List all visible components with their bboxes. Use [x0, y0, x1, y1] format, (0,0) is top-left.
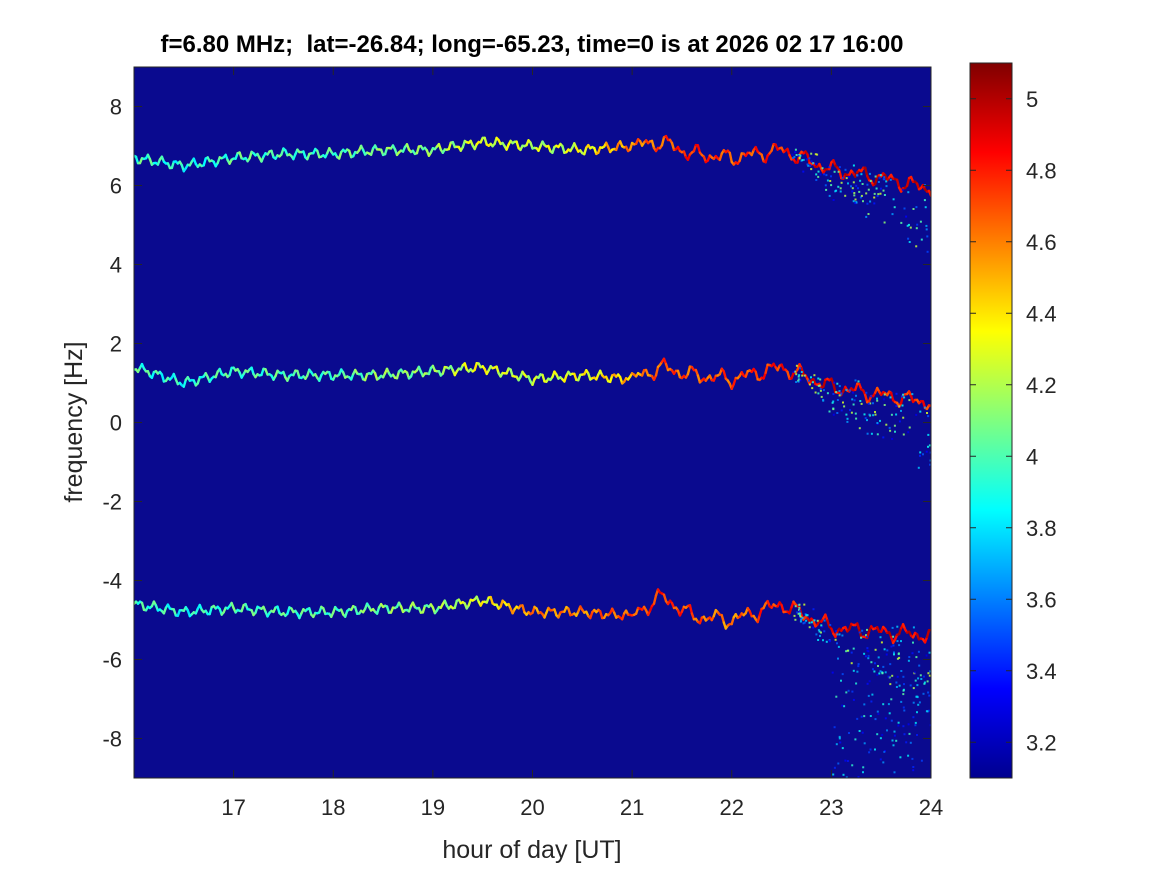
colorbar-tick-label: 4.4: [1026, 301, 1057, 326]
y-tick-label: -4: [102, 569, 122, 594]
x-axis-label: hour of day [UT]: [442, 836, 621, 864]
colorbar-tick-label: 3.6: [1026, 587, 1057, 612]
y-axis-ticks: -8 -6 -4 -2 0 2 4 6 8: [102, 95, 931, 752]
colorbar: [969, 62, 1013, 779]
x-tick-label: 23: [819, 795, 843, 820]
x-tick-label: 21: [620, 795, 644, 820]
trace-1: [134, 134, 931, 253]
trace-2: [134, 357, 931, 469]
x-tick-label: 24: [919, 795, 943, 820]
y-axis-label: frequency [Hz]: [60, 341, 88, 502]
y-tick-label: -6: [102, 648, 122, 673]
speckle-noise: [831, 669, 931, 778]
y-tick-label: -8: [102, 727, 122, 752]
x-tick-label: 19: [421, 795, 445, 820]
colorbar-tick-label: 5: [1026, 87, 1038, 112]
x-tick-label: 20: [520, 795, 544, 820]
colorbar-tick-label: 4.2: [1026, 373, 1057, 398]
x-axis-ticks: 17 18 19 20 21 22 23 24: [221, 67, 943, 820]
chart-title: f=6.80 MHz; lat=-26.84; long=-65.23, tim…: [160, 31, 903, 58]
y-tick-label: 4: [110, 253, 122, 278]
y-tick-label: 0: [110, 411, 122, 436]
colorbar-tick-label: 4.8: [1026, 158, 1057, 183]
trace-3: [134, 588, 931, 697]
colorbar-tick-label: 4: [1026, 444, 1038, 469]
x-tick-label: 22: [720, 795, 744, 820]
colorbar-tick-label: 4.6: [1026, 230, 1057, 255]
y-tick-label: 2: [110, 332, 122, 357]
spectral-traces: [134, 134, 931, 778]
colorbar-tick-label: 3.8: [1026, 516, 1057, 541]
x-tick-label: 18: [321, 795, 345, 820]
y-tick-label: 6: [110, 174, 122, 199]
x-tick-label: 17: [221, 795, 245, 820]
colorbar-tick-label: 3.2: [1026, 730, 1057, 755]
y-tick-label: -2: [102, 490, 122, 515]
plot-area: [134, 67, 931, 778]
colorbar-ticks: 3.2 3.4 3.6 3.8 4 4.2 4.4 4.6 4.8 5: [970, 87, 1057, 755]
colorbar-tick-label: 3.4: [1026, 659, 1057, 684]
y-tick-label: 8: [110, 95, 122, 120]
